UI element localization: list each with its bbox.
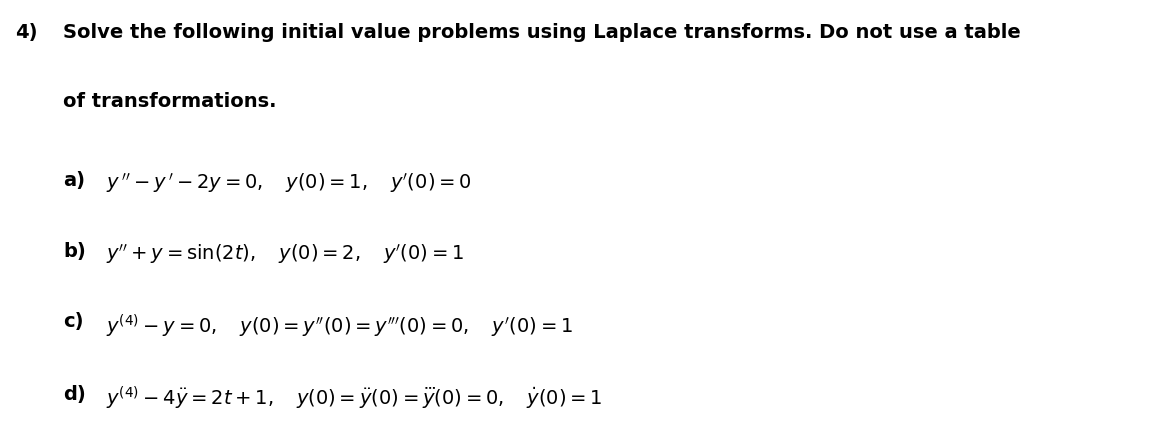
- Text: $y^{(4)} - y = 0, \quad y(0) = y''(0) = y'''(0) = 0, \quad y'(0) = 1$: $y^{(4)} - y = 0, \quad y(0) = y''(0) = …: [107, 313, 573, 340]
- Text: a): a): [63, 171, 86, 190]
- Text: d): d): [63, 385, 86, 404]
- Text: c): c): [63, 313, 85, 332]
- Text: Solve the following initial value problems using Laplace transforms. Do not use : Solve the following initial value proble…: [63, 24, 1021, 43]
- Text: 4): 4): [15, 24, 38, 43]
- Text: $y^{(4)} - 4\ddot{y} = 2t + 1, \quad y(0) = \ddot{y}(0) = \dddot{y}(0) = 0, \qua: $y^{(4)} - 4\ddot{y} = 2t + 1, \quad y(0…: [107, 385, 602, 412]
- Text: $y'' + y = \sin(2t), \quad y(0) = 2, \quad y'(0) = 1$: $y'' + y = \sin(2t), \quad y(0) = 2, \qu…: [107, 242, 464, 266]
- Text: b): b): [63, 242, 86, 261]
- Text: $y\,'' - y\,' - 2y = 0, \quad y(0) = 1, \quad y'(0) = 0$: $y\,'' - y\,' - 2y = 0, \quad y(0) = 1, …: [107, 171, 472, 195]
- Text: of transformations.: of transformations.: [63, 92, 277, 111]
